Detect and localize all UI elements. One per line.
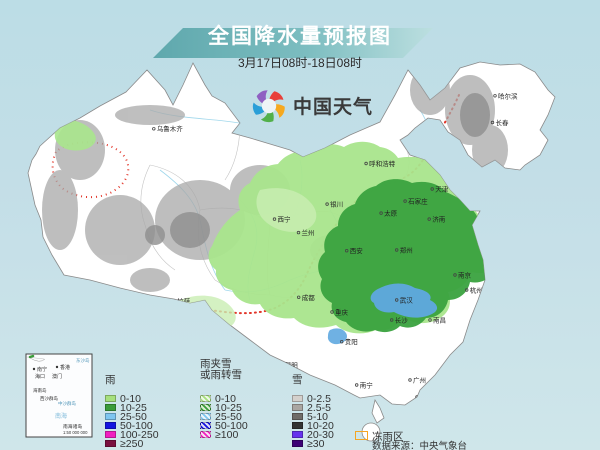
svg-text:香港: 香港 [60, 364, 70, 371]
svg-text:银川: 银川 [330, 200, 343, 209]
svg-text:南海诸岛: 南海诸岛 [63, 423, 82, 430]
svg-text:1:50 000 000: 1:50 000 000 [63, 430, 88, 435]
svg-text:海南岛: 海南岛 [33, 387, 47, 394]
svg-text:长沙: 长沙 [395, 316, 409, 325]
svg-text:西沙群岛: 西沙群岛 [40, 395, 58, 402]
svg-text:中沙群岛: 中沙群岛 [58, 400, 76, 407]
svg-text:拉萨: 拉萨 [177, 296, 191, 305]
svg-text:兰州: 兰州 [302, 228, 315, 237]
svg-text:郑州: 郑州 [400, 247, 413, 255]
svg-text:武汉: 武汉 [400, 296, 414, 305]
svg-text:贵阳: 贵阳 [345, 337, 358, 346]
svg-text:石家庄: 石家庄 [408, 197, 428, 206]
svg-text:太原: 太原 [384, 209, 398, 218]
svg-text:重庆: 重庆 [335, 308, 349, 317]
svg-text:长春: 长春 [496, 118, 510, 127]
svg-text:海口: 海口 [35, 373, 45, 380]
svg-text:西宁: 西宁 [278, 215, 292, 224]
svg-text:南宁: 南宁 [37, 366, 47, 373]
svg-text:南京: 南京 [458, 271, 472, 280]
svg-text:西安: 西安 [350, 246, 364, 255]
svg-text:哈尔滨: 哈尔滨 [498, 91, 518, 100]
svg-text:福州: 福州 [470, 332, 483, 341]
svg-text:成都: 成都 [302, 293, 316, 302]
svg-text:南海: 南海 [55, 412, 67, 420]
svg-text:天津: 天津 [435, 186, 449, 194]
svg-text:上海: 上海 [490, 271, 504, 280]
svg-text:南昌: 南昌 [433, 316, 446, 325]
svg-text:济南: 济南 [432, 215, 446, 224]
svg-text:台北: 台北 [500, 345, 514, 354]
svg-text:乌鲁木齐: 乌鲁木齐 [157, 124, 184, 133]
svg-text:东沙岛: 东沙岛 [76, 357, 90, 364]
svg-text:呼和浩特: 呼和浩特 [369, 159, 396, 168]
svg-text:澳门: 澳门 [52, 373, 62, 380]
